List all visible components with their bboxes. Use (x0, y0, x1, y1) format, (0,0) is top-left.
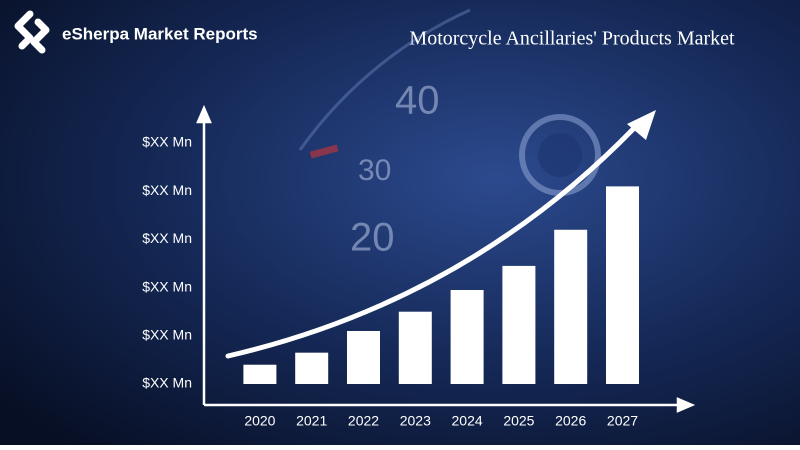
x-tick-label: 2027 (607, 413, 638, 429)
y-tick-label: $XX Mn (142, 134, 192, 150)
x-tick-label: 2025 (503, 413, 534, 429)
brand: eSherpa Market Reports (62, 24, 258, 43)
y-tick-label: $XX Mn (142, 327, 192, 343)
y-tick-label: $XX Mn (142, 375, 192, 391)
y-tick-label: $XX Mn (142, 278, 192, 294)
bar (347, 330, 380, 384)
axes (196, 104, 696, 413)
x-tick-label: 2020 (244, 413, 275, 429)
bar (502, 265, 536, 384)
dial-label: 30 (358, 154, 391, 187)
logo (14, 10, 50, 54)
dial-label: 20 (350, 216, 395, 260)
bar (554, 229, 588, 384)
dial-decoration: 40 30 20 (298, 8, 601, 260)
dial-label: 40 (395, 79, 440, 123)
x-tick-label: 2021 (296, 413, 327, 429)
y-tick-label: $XX Mn (142, 182, 192, 198)
x-tick-label: 2023 (400, 413, 431, 429)
x-tick-label: 2024 (452, 413, 483, 429)
bar (606, 186, 639, 384)
bar (243, 364, 277, 384)
bar (450, 290, 484, 384)
x-tick-label: 2022 (348, 413, 379, 429)
y-tick-label: $XX Mn (142, 230, 192, 246)
chart-title: Motorcycle Ancillaries' Products Market (409, 28, 735, 50)
trend-arrow (225, 110, 656, 359)
bar (295, 352, 329, 384)
bar (398, 311, 432, 384)
x-tick-label: 2026 (555, 413, 586, 429)
